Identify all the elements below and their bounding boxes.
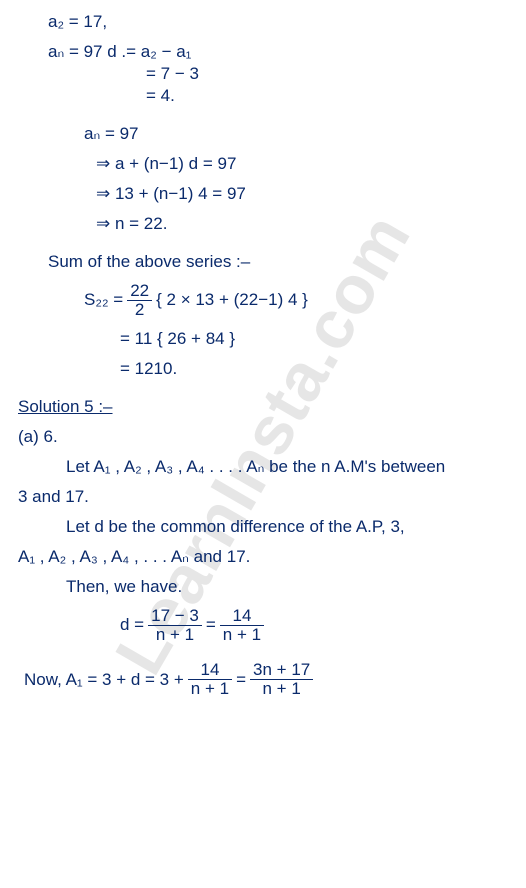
eq-s22-result: = 1210.	[120, 359, 508, 379]
eq-an-97: aₙ = 97	[84, 124, 508, 144]
eq-a1-formula: Now, A₁ = 3 + d = 3 + 14 n + 1 = 3n + 17…	[24, 661, 313, 698]
eq-s22-step: = 11 { 26 + 84 }	[120, 329, 508, 349]
s22-den: 2	[127, 301, 152, 319]
sum-label: Sum of the above series :–	[48, 252, 508, 272]
d-lhs: d =	[120, 615, 144, 635]
solution-5-heading: Solution 5 :–	[18, 397, 508, 417]
a1-lhs: Now, A₁ = 3 + d = 3 +	[24, 670, 184, 690]
para-then: Then, we have.	[66, 577, 508, 597]
part-a-label: (a) 6.	[18, 427, 508, 447]
eq-an-d: aₙ = 97 d .= a₂ − a₁	[48, 42, 508, 62]
d-eq: =	[206, 615, 216, 635]
eq-substitute: ⇒ 13 + (n−1) 4 = 97	[96, 184, 508, 204]
a1-frac1-den: n + 1	[188, 680, 232, 698]
s22-rhs: { 2 × 13 + (22−1) 4 }	[156, 290, 308, 310]
a1-frac2-num: 3n + 17	[250, 661, 313, 680]
eq-n-result: ⇒ n = 22.	[96, 214, 508, 234]
eq-nth-term: ⇒ a + (n−1) d = 97	[96, 154, 508, 174]
d-frac2-num: 14	[220, 607, 264, 626]
d-frac2-den: n + 1	[220, 626, 264, 644]
eq-d-formula: d = 17 − 3 n + 1 = 14 n + 1	[120, 607, 264, 644]
d-frac1-den: n + 1	[148, 626, 202, 644]
s22-num: 22	[127, 282, 152, 301]
d-frac2: 14 n + 1	[220, 607, 264, 644]
s22-lhs: S₂₂ =	[84, 290, 123, 310]
d-frac1-num: 17 − 3	[148, 607, 202, 626]
eq-d-step1: = 7 − 3	[146, 64, 508, 84]
para-am-intro-1: Let A₁ , A₂ , A₃ , A₄ . . . . Aₙ be the …	[66, 457, 508, 477]
eq-s22: S₂₂ = 22 2 { 2 × 13 + (22−1) 4 }	[84, 282, 308, 319]
a1-frac1-num: 14	[188, 661, 232, 680]
eq-a2: a₂ = 17,	[48, 12, 508, 32]
eq-d-result: = 4.	[146, 86, 508, 106]
para-d-intro-1: Let d be the common difference of the A.…	[66, 517, 508, 537]
solution-5-title: Solution 5 :–	[18, 397, 113, 416]
para-d-intro-2: A₁ , A₂ , A₃ , A₄ , . . . Aₙ and 17.	[18, 547, 508, 567]
s22-fraction: 22 2	[127, 282, 152, 319]
d-frac1: 17 − 3 n + 1	[148, 607, 202, 644]
a1-frac2-den: n + 1	[250, 680, 313, 698]
a1-eq: =	[236, 670, 246, 690]
a1-frac1: 14 n + 1	[188, 661, 232, 698]
para-am-intro-2: 3 and 17.	[18, 487, 508, 507]
a1-frac2: 3n + 17 n + 1	[250, 661, 313, 698]
handwritten-content: a₂ = 17, aₙ = 97 d .= a₂ − a₁ = 7 − 3 = …	[36, 12, 508, 700]
